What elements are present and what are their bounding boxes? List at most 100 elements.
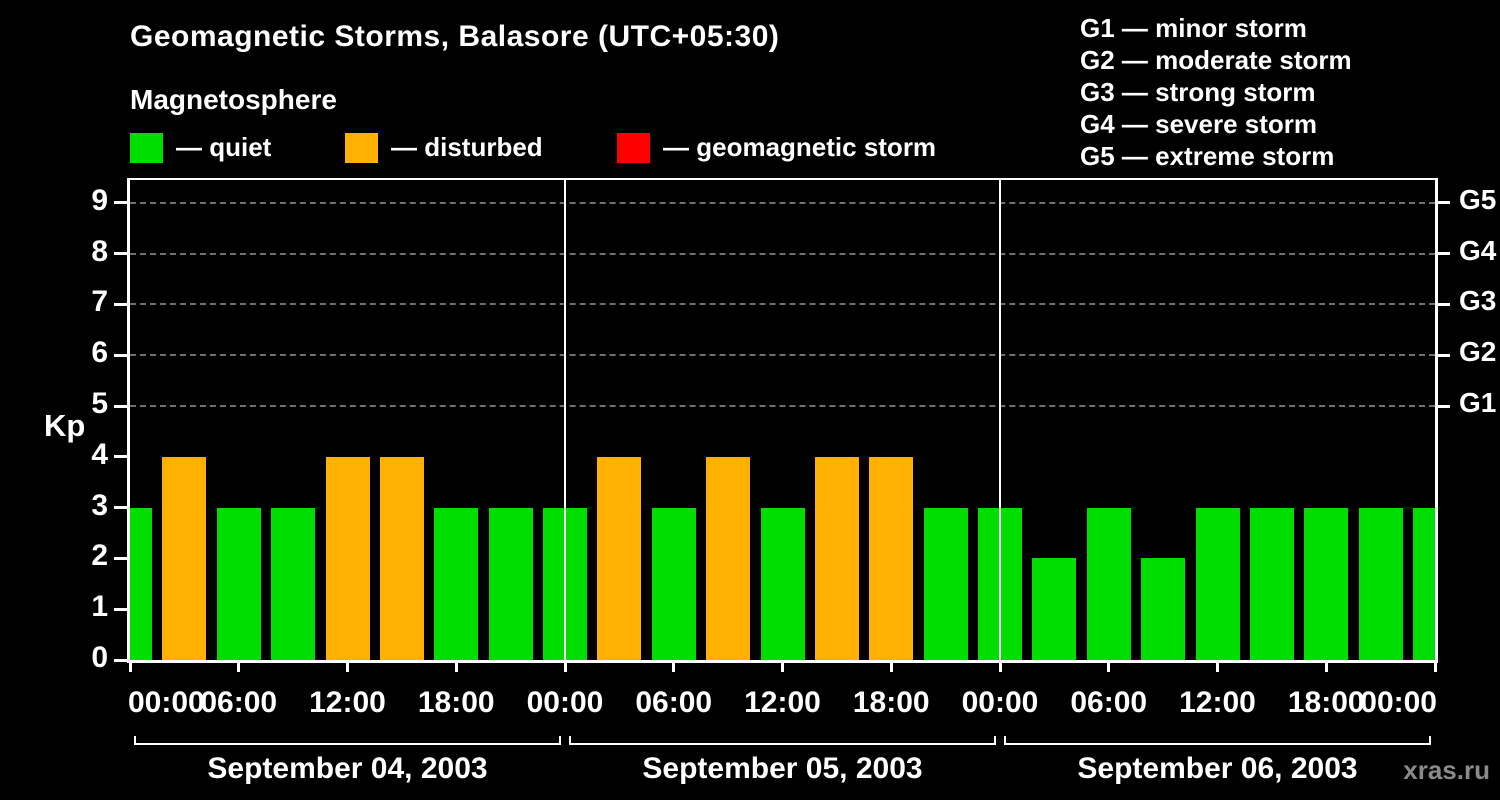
x-axis-tick — [128, 663, 132, 672]
x-tick-label: 12:00 — [1179, 686, 1256, 719]
x-axis-tick — [1107, 663, 1111, 672]
top-axis-line — [127, 178, 1438, 180]
kp-bar — [1032, 558, 1077, 660]
g-legend-line: G1 — minor storm — [1080, 13, 1307, 43]
y-axis-label: Kp — [44, 408, 86, 443]
date-label: September 06, 2003 — [1077, 752, 1358, 785]
y-axis-tick — [114, 506, 127, 510]
y-tick-label: 3 — [91, 488, 108, 522]
right-axis-tick — [1438, 201, 1450, 205]
y-axis-line — [127, 178, 130, 663]
kp-bar — [379, 456, 424, 660]
page-title: Geomagnetic Storms, Balasore (UTC+05:30) — [130, 20, 780, 53]
kp-bar — [1358, 507, 1403, 660]
g-legend-line: G2 — moderate storm — [1080, 45, 1352, 75]
right-axis-line — [1435, 178, 1438, 663]
g-level-gridline — [130, 252, 1435, 255]
y-tick-label: 5 — [91, 387, 108, 421]
x-axis-tick — [998, 663, 1002, 672]
g-level-gridline — [130, 405, 1435, 408]
date-bracket — [134, 736, 561, 745]
day-separator-line — [999, 178, 1001, 660]
y-tick-label: 0 — [91, 641, 108, 674]
x-tick-label: 00:00 — [961, 686, 1039, 719]
right-axis-tick — [1438, 302, 1450, 306]
kp-bar — [162, 456, 207, 660]
x-axis-line — [127, 660, 1438, 663]
y-axis-tick — [114, 404, 127, 408]
y-tick-label: 6 — [91, 336, 108, 370]
watermark: xras.ru — [1403, 755, 1490, 785]
x-tick-label: 18:00 — [852, 686, 930, 719]
y-axis-tick — [114, 353, 127, 357]
x-tick-label: 00:00 — [1360, 686, 1437, 719]
kp-color-legend: — quiet — disturbed — geomagnetic storm — [130, 132, 1130, 166]
x-axis-tick — [1324, 663, 1328, 672]
g-level-gridline — [130, 303, 1435, 306]
kp-bar — [651, 507, 696, 660]
g-level-label: G3 — [1459, 285, 1497, 317]
x-tick-label: 18:00 — [1287, 686, 1365, 719]
x-tick-label: 06:00 — [200, 686, 278, 719]
legend-label-quiet: — quiet — [176, 132, 272, 162]
g-level-label: G1 — [1459, 387, 1497, 419]
kp-bar — [1086, 507, 1131, 660]
y-axis-tick — [114, 658, 127, 662]
kp-bar — [271, 507, 316, 660]
kp-bar — [325, 456, 370, 660]
kp-bar — [216, 507, 261, 660]
g-legend-line: G5 — extreme storm — [1080, 141, 1335, 171]
y-axis-tick — [114, 455, 127, 459]
g-level-gridline — [130, 354, 1435, 357]
x-tick-label: 18:00 — [417, 686, 495, 719]
g-legend-line: G3 — strong storm — [1080, 77, 1316, 107]
day-separator-line — [564, 178, 566, 660]
date-label: September 04, 2003 — [207, 752, 488, 785]
kp-bar — [434, 507, 479, 660]
kp-bar — [923, 507, 968, 660]
y-tick-label: 2 — [91, 539, 108, 573]
y-tick-label: 7 — [91, 285, 108, 319]
kp-bar — [706, 456, 751, 660]
x-axis-tick — [346, 663, 349, 672]
legend-item-quiet: — quiet — [130, 132, 271, 163]
x-axis-tick — [454, 663, 458, 672]
x-tick-label: 12:00 — [309, 686, 386, 719]
x-axis-tick — [1433, 663, 1437, 672]
x-axis-tick — [563, 663, 567, 672]
date-label: September 05, 2003 — [642, 752, 923, 785]
g-level-label: G5 — [1459, 183, 1497, 215]
kp-bar — [1249, 507, 1294, 660]
x-tick-label: 12:00 — [744, 686, 821, 719]
legend-label-disturbed: — disturbed — [391, 132, 543, 162]
legend-item-disturbed: — disturbed — [345, 132, 543, 163]
g-level-label: G2 — [1459, 336, 1497, 368]
right-axis-tick — [1438, 353, 1450, 357]
y-axis-tick — [114, 201, 127, 205]
quiet-swatch — [130, 132, 163, 163]
axes-layer: G1 G2 G3 G4 G5 0 1 2 3 4 5 6 7 8 9 00:00 06:00 12:00 18:00… — [91, 178, 1496, 785]
x-axis-tick — [781, 663, 784, 672]
x-tick-label: 06:00 — [1070, 686, 1148, 719]
x-axis-tick — [672, 663, 676, 672]
y-axis-tick — [114, 556, 127, 560]
y-tick-label: 4 — [91, 437, 108, 471]
kp-bar — [760, 507, 805, 660]
x-tick-label: 06:00 — [635, 686, 713, 719]
g-level-label: G4 — [1459, 234, 1497, 266]
legend-label-storm: — geomagnetic storm — [663, 132, 937, 162]
date-bracket — [569, 736, 996, 745]
legend-item-storm: — geomagnetic storm — [617, 132, 936, 163]
disturbed-swatch — [345, 132, 378, 163]
kp-bar — [130, 507, 152, 660]
kp-bar — [488, 507, 533, 660]
y-axis-tick — [114, 252, 127, 256]
right-axis-tick — [1438, 252, 1450, 256]
x-tick-label: 00:00 — [526, 686, 604, 719]
date-bracket — [1004, 736, 1431, 745]
y-tick-label: 8 — [91, 234, 108, 268]
chart-subtitle: Magnetosphere — [130, 84, 337, 115]
kp-bar — [597, 456, 642, 660]
kp-bar — [1195, 507, 1240, 660]
